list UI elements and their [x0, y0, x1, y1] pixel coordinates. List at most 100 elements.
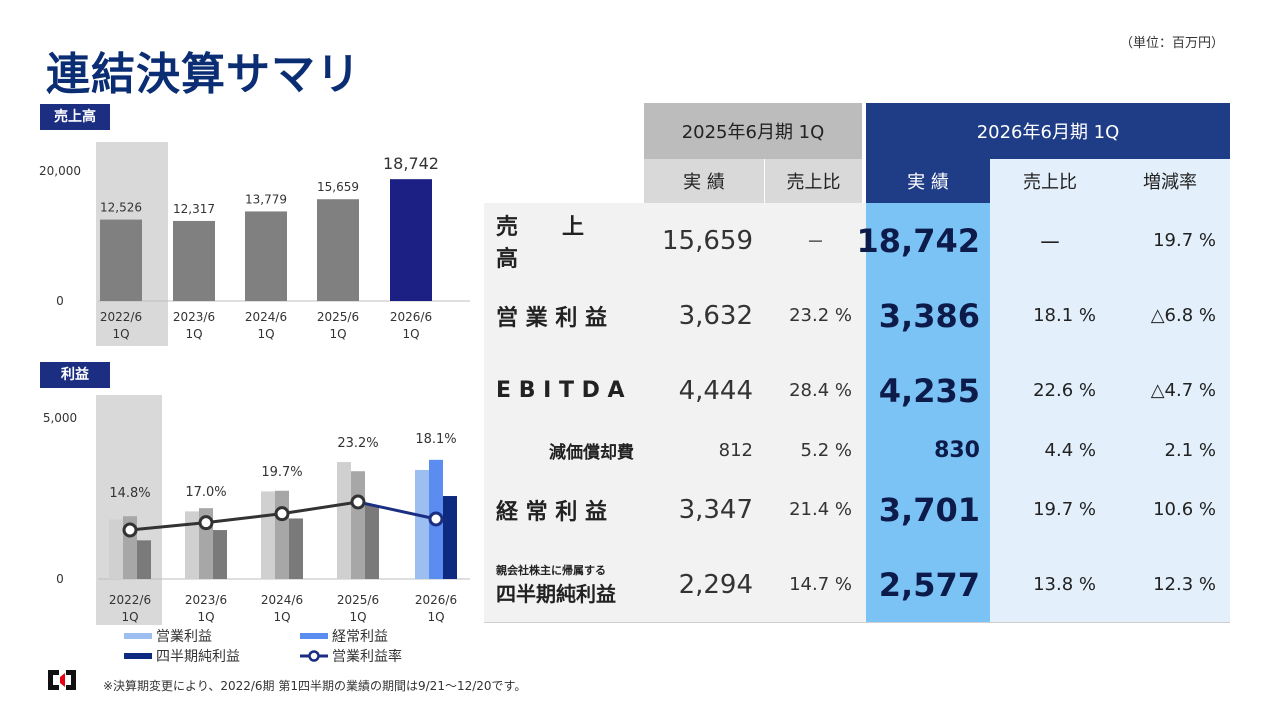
new-ratio-value: 13.8 % — [990, 547, 1110, 622]
profit-bar-net — [289, 518, 303, 579]
old-actual-value: 2,294 — [644, 547, 765, 622]
margin-data-label: 19.7% — [261, 465, 302, 480]
new-change-value: 2.1 % — [1110, 428, 1230, 472]
margin-point — [350, 494, 366, 510]
old-actual-value: 812 — [644, 428, 765, 472]
legend-item-net: 四半期純利益 — [124, 646, 240, 666]
margin-line-segment — [205, 512, 283, 525]
profit-bar-operating — [261, 491, 275, 579]
new-ratio-value: 4.4 % — [990, 428, 1110, 472]
row-label: 減価償却費 — [484, 428, 644, 472]
old-actual-value: 15,659 — [644, 203, 765, 278]
new-ratio-value: 18.1 % — [990, 278, 1110, 353]
old-ratio-value: 5.2 % — [765, 428, 866, 472]
unit-label: （単位：百万円） — [1119, 36, 1224, 51]
new-actual-value: 18,742 — [857, 203, 990, 278]
margin-point — [428, 511, 444, 527]
profit-x-tick-label: 1Q — [121, 610, 138, 624]
new-change-value: 19.7 % — [1110, 203, 1230, 278]
margin-line-segment — [281, 500, 359, 516]
new-change-value: 10.6 % — [1110, 472, 1230, 547]
margin-point — [274, 506, 290, 522]
row-label: 経 常 利 益 — [484, 472, 644, 547]
profit-bar-ordinary — [351, 471, 365, 579]
sales-x-tick-label: 2023/6 — [173, 310, 215, 324]
profit-x-tick-label: 2026/6 — [415, 593, 457, 607]
row-label: 営 業 利 益 — [484, 278, 644, 353]
row-label: E B I T D A — [484, 353, 644, 428]
legend-swatch-ordinary — [300, 633, 328, 639]
new-ratio-value: 19.7 % — [990, 472, 1110, 547]
new-change-value: △4.7 % — [1110, 353, 1230, 428]
sales-data-label: 12,526 — [100, 201, 142, 215]
sales-x-tick-label: 2024/6 — [245, 310, 287, 324]
profit-bar-ordinary — [275, 490, 289, 579]
sales-y-tick-label: 20,000 — [39, 164, 81, 178]
profit-x-tick-label: 1Q — [197, 610, 214, 624]
legend-label-net: 四半期純利益 — [156, 649, 240, 665]
profit-bar-net — [137, 540, 151, 579]
sales-chart-tag: 売上高 — [40, 104, 110, 130]
profit-bar-net — [443, 496, 457, 579]
sales-data-label: 18,742 — [383, 154, 439, 173]
margin-point — [122, 522, 138, 538]
sales-x-tick-label: 1Q — [257, 327, 274, 341]
footnote: ※決算期変更により、2022/6期 第1四半期の業績の期間は9/21～12/20… — [103, 679, 527, 693]
old-actual-value: 3,347 — [644, 472, 765, 547]
profit-x-tick-label: 2023/6 — [185, 593, 227, 607]
sales-x-tick-label: 1Q — [402, 327, 419, 341]
profit-x-tick-label: 1Q — [273, 610, 290, 624]
company-logo-icon — [48, 670, 76, 690]
margin-data-label: 18.1% — [415, 432, 456, 447]
profit-bar-operating — [337, 462, 351, 579]
old-ratio-value: 14.7 % — [765, 547, 866, 622]
sales-x-tick-label: 2025/6 — [317, 310, 359, 324]
margin-line-segment — [129, 521, 207, 532]
legend-label-margin: 営業利益率 — [332, 649, 402, 665]
header-old-ratio: 売上比 — [765, 159, 862, 203]
sales-bar — [245, 211, 287, 301]
profit-bar-net — [365, 505, 379, 579]
profit-x-tick-label: 2025/6 — [337, 593, 379, 607]
old-ratio-value: 23.2 % — [765, 278, 866, 353]
new-actual-value: 3,701 — [866, 472, 990, 547]
profit-bar-operating — [415, 469, 429, 579]
margin-data-label: 23.2% — [337, 436, 378, 451]
profit-first-period-band — [96, 395, 162, 625]
legend-swatch-net — [124, 653, 152, 659]
legend-item-operating: 営業利益 — [124, 626, 212, 646]
legend-swatch-margin — [300, 650, 328, 662]
sales-x-tick-label: 1Q — [185, 327, 202, 341]
legend-item-margin: 営業利益率 — [300, 646, 402, 666]
new-ratio-value: － — [990, 203, 1110, 278]
profit-bar-operating — [185, 511, 199, 579]
new-change-value: 12.3 % — [1110, 547, 1230, 622]
old-actual-value: 4,444 — [644, 353, 765, 428]
header-new-ratio: 売上比 — [990, 159, 1110, 203]
sales-x-tick-label: 2026/6 — [390, 310, 432, 324]
profit-x-tick-label: 2024/6 — [261, 593, 303, 607]
profit-y-tick-label: 5,000 — [43, 411, 77, 425]
header-new-actual: 実 績 — [866, 159, 990, 203]
margin-data-label: 14.8% — [109, 486, 150, 501]
sales-x-tick-label: 1Q — [112, 327, 129, 341]
sales-bar — [390, 179, 432, 301]
legend-label-operating: 営業利益 — [156, 629, 212, 645]
profit-chart-tag: 利益 — [40, 362, 110, 388]
old-actual-value: 3,632 — [644, 278, 765, 353]
profit-bar-operating — [109, 519, 123, 579]
profit-y-tick-label: 0 — [56, 572, 64, 586]
legend-swatch-operating — [124, 633, 152, 639]
header-period-new: 2026年6月期 1Q — [866, 103, 1230, 159]
new-change-value: △6.8 % — [1110, 278, 1230, 353]
row-divider — [484, 622, 1230, 623]
new-actual-value: 4,235 — [866, 353, 990, 428]
old-ratio-value: 21.4 % — [765, 472, 866, 547]
sales-bar — [100, 219, 142, 301]
new-actual-value: 2,577 — [866, 547, 990, 622]
sales-bar — [173, 220, 215, 301]
sales-y-tick-label: 0 — [56, 294, 64, 308]
profit-x-tick-label: 2022/6 — [109, 593, 151, 607]
sales-data-label: 13,779 — [245, 192, 287, 206]
margin-line-segment — [357, 500, 437, 521]
